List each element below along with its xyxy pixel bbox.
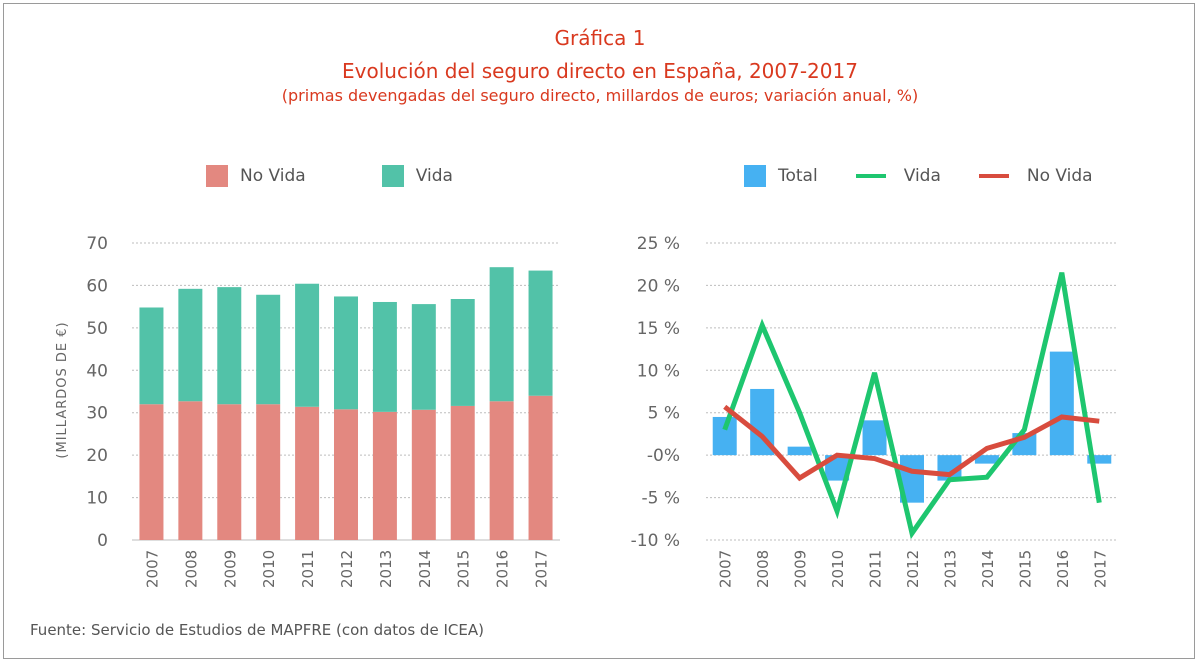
right-x-tick-label: 2008: [754, 550, 772, 588]
bar-no-vida: [256, 404, 281, 540]
legend-label-no-vida: No Vida: [240, 166, 306, 186]
bar-vida: [372, 301, 397, 412]
left-x-tick-label: 2008: [182, 550, 200, 588]
legend-swatch-no-vida: [206, 165, 228, 187]
bar-total: [974, 455, 999, 464]
legend-item-no-vida: No Vida: [206, 165, 306, 187]
right-y-tick-label: 15 %: [637, 319, 680, 339]
right-x-tick-label: 2012: [904, 550, 922, 588]
line-vida: [722, 272, 1102, 540]
left-x-tick-label: 2009: [221, 550, 239, 588]
left-y-axis-label: (MILLARDOS DE €): [55, 321, 70, 458]
left-x-tick-label: 2010: [260, 550, 278, 588]
right-x-tick-label: 2016: [1054, 550, 1072, 588]
right-y-tick-label: 5 %: [648, 404, 680, 424]
bar-total: [1087, 455, 1112, 464]
line-no-vida: [723, 404, 1100, 482]
bar-no-vida: [334, 409, 358, 540]
bar-no-vida: [528, 395, 553, 540]
right-x-tick-label: 2013: [941, 550, 959, 588]
right-x-tick-label: 2014: [979, 550, 997, 588]
right-x-tick-label: 2011: [867, 550, 885, 588]
legend-swatch-total: [744, 165, 766, 187]
bar-no-vida: [178, 401, 203, 540]
right-y-tick-label: -0%: [647, 446, 680, 466]
right-x-tick-label: 2009: [792, 550, 810, 588]
right-x-tick-label: 2007: [717, 550, 735, 588]
right-y-tick-label: -5 %: [641, 489, 680, 509]
legend-label-total: Total: [778, 166, 818, 186]
right-x-tick-label: 2017: [1091, 550, 1109, 588]
left-x-tick-label: 2015: [455, 550, 473, 588]
left-x-tick-label: 2014: [416, 550, 434, 588]
bar-vida: [178, 288, 203, 402]
right-y-tick-label: -10 %: [631, 531, 680, 551]
left-y-tick-label: 50: [86, 319, 108, 339]
left-x-tick-label: 2012: [338, 550, 356, 588]
legend-swatch-vida: [381, 165, 404, 187]
bar-no-vida: [450, 405, 475, 540]
bar-vida: [256, 294, 281, 405]
left-x-tick-label: 2011: [299, 550, 317, 588]
left-x-tick-label: 2016: [494, 550, 512, 588]
bar-vida: [295, 283, 320, 407]
bar-no-vida: [217, 404, 242, 540]
bar-vida: [450, 299, 475, 406]
legend-line-no-vida: [978, 174, 1009, 178]
chart-subtitle: (primas devengadas del seguro directo, m…: [281, 86, 919, 105]
left-x-tick-label: 2017: [533, 550, 551, 588]
bar-vida: [489, 267, 514, 402]
bar-no-vida: [411, 409, 436, 540]
legend-label-no-vida-line: No Vida: [1026, 166, 1093, 186]
left-y-tick-label: 20: [86, 446, 108, 466]
left-y-tick-label: 0: [97, 531, 108, 551]
bar-vida: [139, 307, 164, 405]
bar-total: [862, 420, 887, 456]
bar-no-vida: [139, 404, 164, 540]
bar-vida: [334, 296, 358, 410]
bar-no-vida: [295, 406, 320, 540]
chart-title: Evolución del seguro directo en España, …: [342, 59, 858, 83]
legend-item-vida: Vida: [381, 165, 453, 187]
bar-no-vida: [372, 411, 397, 540]
legend-label-vida-line: Vida: [903, 166, 941, 186]
right-x-tick-label: 2015: [1016, 550, 1034, 588]
left-y-tick-label: 30: [86, 404, 108, 424]
bar-total: [1049, 351, 1074, 456]
legend-line-vida: [855, 174, 886, 178]
bar-vida: [217, 287, 242, 405]
legend-item-total: Total: [744, 165, 818, 187]
left-y-tick-label: 70: [86, 234, 108, 254]
legend-label-vida: Vida: [415, 166, 453, 186]
left-x-tick-label: 2007: [143, 550, 161, 588]
right-y-tick-label: 25 %: [637, 234, 680, 254]
right-x-tick-label: 2010: [829, 550, 847, 588]
chart-number-title: Gráfica 1: [554, 26, 646, 50]
right-y-tick-label: 20 %: [637, 276, 680, 296]
chart-frame: [3, 3, 1195, 659]
left-y-tick-label: 10: [86, 489, 108, 509]
legend-item-vida-line: Vida: [855, 166, 941, 186]
bar-total: [787, 446, 812, 456]
right-legend: Total Vida No Vida: [744, 165, 1137, 187]
right-y-tick-label: 10 %: [637, 361, 680, 381]
left-x-tick-label: 2013: [377, 550, 395, 588]
bar-vida: [528, 270, 553, 396]
left-y-tick-label: 60: [86, 276, 108, 296]
bar-vida: [411, 304, 436, 410]
legend-item-no-vida-line: No Vida: [978, 166, 1093, 186]
left-y-tick-label: 40: [86, 361, 108, 381]
source-note: Fuente: Servicio de Estudios de MAPFRE (…: [30, 621, 484, 639]
left-legend: No Vida Vida: [206, 165, 497, 187]
bar-no-vida: [489, 401, 514, 540]
